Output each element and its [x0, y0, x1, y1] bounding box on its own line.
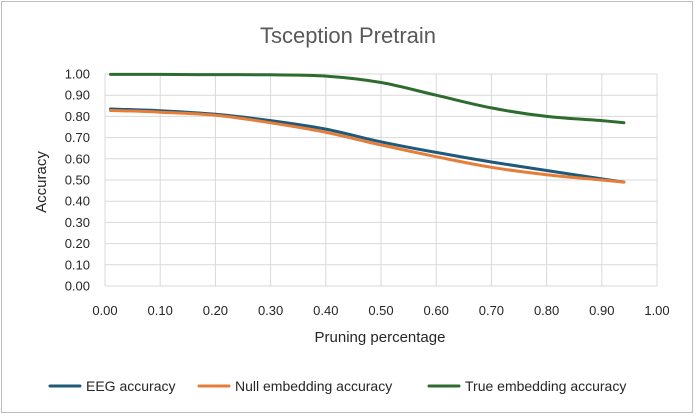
x-tick-label: 0.50 — [368, 303, 393, 318]
chart-svg: Tsception Pretrain 0.000.100.200.300.400… — [33, 23, 670, 394]
legend-eeg-accuracy: EEG accuracy — [48, 378, 175, 394]
y-tick-label: 0.90 — [65, 88, 90, 103]
x-tick-label: 0.90 — [589, 303, 614, 318]
x-tick-label: 1.00 — [644, 303, 669, 318]
x-axis-ticks: 0.00 0.10 0.20 0.30 0.40 0.50 0.60 0.70 0.80 0.90… — [92, 303, 669, 318]
chart-title: Tsception Pretrain — [260, 23, 436, 48]
true-embedding-accuracy-line — [109, 72, 626, 125]
legend-true-embedding-accuracy: True embedding accuracy — [427, 378, 626, 394]
legend-label: EEG accuracy — [86, 378, 175, 394]
y-tick-label: 0.70 — [65, 130, 90, 145]
y-tick-label: 0.40 — [65, 194, 90, 209]
x-tick-label: 0.30 — [258, 303, 283, 318]
series-lines — [109, 72, 626, 184]
x-tick-label: 0.00 — [92, 303, 117, 318]
y-tick-label: 0.20 — [65, 236, 90, 251]
y-tick-label: 1.00 — [65, 67, 90, 82]
x-tick-label: 0.10 — [148, 303, 173, 318]
x-tick-label: 0.40 — [313, 303, 338, 318]
y-tick-label: 0.50 — [65, 173, 90, 188]
y-tick-label: 0.00 — [65, 279, 90, 294]
legend-label: True embedding accuracy — [465, 378, 626, 394]
x-axis-title: Pruning percentage — [315, 329, 446, 346]
chart-frame: Tsception Pretrain 0.00 0.10 0.20 0.30 0.40 0… — [1, 1, 693, 413]
x-tick-label: 0.60 — [424, 303, 449, 318]
legend: EEG accuracy Null embedding accuracy True … — [48, 378, 626, 394]
gridlines — [104, 73, 658, 287]
y-tick-label: 0.60 — [65, 151, 90, 166]
x-tick-label: 0.80 — [534, 303, 559, 318]
y-axis-ticks: 0.00 0.10 0.20 0.30 0.40 0.50 0.60 0.70 0.80 0.90… — [65, 67, 90, 294]
y-tick-label: 0.80 — [65, 109, 90, 124]
y-axis-title: Accuracy — [33, 151, 50, 213]
legend-null-embedding-accuracy: Null embedding accuracy — [197, 378, 392, 394]
x-tick-label: 0.70 — [479, 303, 504, 318]
null-embedding-accuracy-line — [109, 109, 626, 184]
legend-label: Null embedding accuracy — [235, 378, 392, 394]
y-tick-label: 0.30 — [65, 215, 90, 230]
y-tick-label: 0.10 — [65, 257, 90, 272]
x-tick-label: 0.20 — [203, 303, 228, 318]
